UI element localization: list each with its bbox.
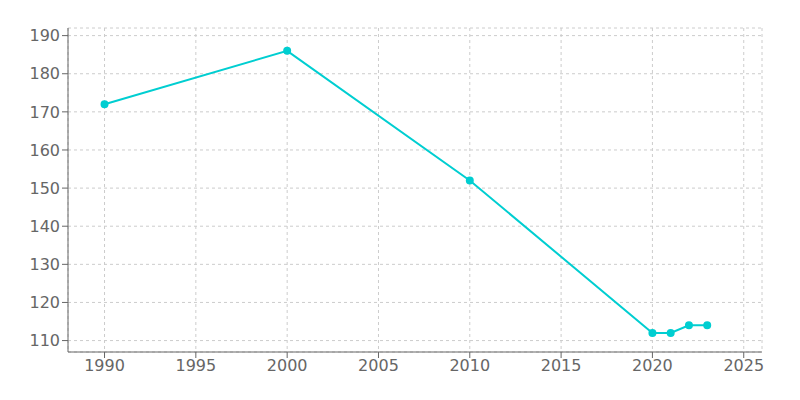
svg-text:1990: 1990 bbox=[84, 356, 125, 375]
svg-text:2000: 2000 bbox=[267, 356, 308, 375]
svg-text:140: 140 bbox=[29, 217, 60, 236]
svg-text:130: 130 bbox=[29, 255, 60, 274]
svg-text:1995: 1995 bbox=[175, 356, 216, 375]
svg-text:120: 120 bbox=[29, 293, 60, 312]
svg-text:2015: 2015 bbox=[541, 356, 582, 375]
svg-text:2025: 2025 bbox=[723, 356, 764, 375]
svg-text:110: 110 bbox=[29, 331, 60, 350]
svg-text:190: 190 bbox=[29, 26, 60, 45]
svg-text:150: 150 bbox=[29, 179, 60, 198]
svg-text:180: 180 bbox=[29, 64, 60, 83]
svg-text:160: 160 bbox=[29, 141, 60, 160]
svg-text:2020: 2020 bbox=[632, 356, 673, 375]
svg-text:170: 170 bbox=[29, 103, 60, 122]
svg-text:2005: 2005 bbox=[358, 356, 399, 375]
svg-text:2010: 2010 bbox=[449, 356, 490, 375]
